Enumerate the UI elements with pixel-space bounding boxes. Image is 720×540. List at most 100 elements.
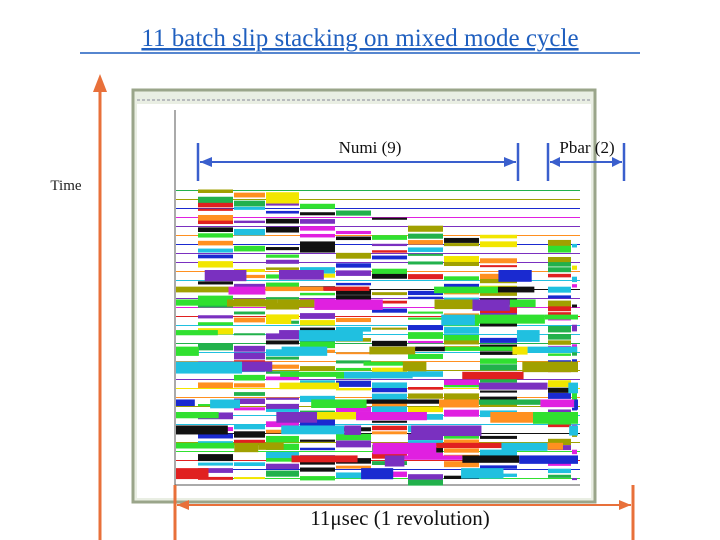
band (176, 412, 219, 419)
band (265, 286, 324, 291)
band (234, 374, 265, 381)
band (234, 192, 265, 198)
band (234, 311, 265, 315)
band (548, 273, 571, 278)
band (548, 267, 571, 273)
band (336, 352, 371, 355)
band (234, 442, 259, 453)
band (314, 299, 383, 310)
band (548, 245, 571, 253)
band (444, 448, 479, 453)
band (234, 407, 265, 411)
band (372, 273, 407, 279)
band (444, 283, 479, 290)
band (478, 399, 541, 405)
band (176, 289, 580, 290)
band (548, 393, 571, 399)
band (356, 412, 427, 421)
band (372, 393, 407, 400)
band (408, 332, 443, 339)
band (474, 314, 545, 324)
band (372, 243, 407, 247)
revolution-label: 11μsec (1 revolution) (310, 506, 490, 530)
band (198, 476, 233, 480)
band (266, 397, 299, 400)
band (198, 248, 233, 253)
band (408, 353, 443, 359)
band (176, 330, 218, 336)
band (444, 385, 479, 388)
band (372, 308, 407, 313)
band (548, 340, 571, 345)
band (234, 431, 265, 438)
band (480, 292, 517, 296)
band (572, 276, 577, 283)
band (198, 261, 233, 268)
band (336, 317, 371, 323)
band (572, 243, 577, 248)
band (176, 190, 580, 191)
band (462, 455, 520, 463)
band (408, 233, 443, 239)
band (336, 360, 371, 364)
band (300, 439, 335, 442)
band (280, 371, 344, 377)
band (408, 325, 443, 331)
band (533, 412, 578, 424)
band (343, 371, 413, 379)
band (234, 462, 265, 467)
band (176, 399, 195, 407)
band (300, 467, 335, 472)
band (198, 433, 233, 439)
slide-title: 11 batch slip stacking on mixed mode cyc… (141, 25, 578, 52)
band (198, 189, 233, 193)
band (300, 366, 335, 372)
band (336, 210, 371, 216)
band (234, 283, 265, 290)
band (548, 353, 571, 356)
band (300, 219, 335, 224)
band (384, 455, 405, 467)
band (198, 233, 233, 238)
band (336, 388, 371, 391)
band (336, 263, 371, 268)
band (266, 458, 299, 462)
band (176, 199, 580, 200)
mountain-range (176, 189, 580, 486)
band (234, 383, 265, 388)
band (311, 399, 367, 408)
band (480, 241, 517, 248)
band (176, 253, 580, 254)
band (266, 451, 299, 459)
band (548, 474, 571, 478)
band (234, 352, 265, 360)
band (408, 240, 443, 245)
band (234, 398, 265, 405)
band (444, 256, 479, 263)
band (336, 230, 371, 235)
band (572, 324, 577, 332)
band (266, 259, 299, 264)
band (176, 286, 229, 293)
band (548, 262, 571, 267)
band (266, 254, 299, 258)
band (336, 289, 371, 295)
band (176, 334, 580, 335)
band (372, 217, 407, 220)
band (372, 442, 437, 455)
band (266, 314, 292, 324)
band (372, 268, 407, 275)
band (198, 343, 233, 351)
band (234, 345, 265, 352)
arrow-head (612, 157, 622, 167)
band (372, 388, 407, 393)
band (336, 236, 371, 241)
band (548, 306, 571, 312)
band (234, 424, 265, 430)
band (336, 270, 371, 276)
band (572, 265, 577, 270)
band (234, 228, 265, 236)
band (572, 304, 577, 308)
band (444, 261, 479, 267)
